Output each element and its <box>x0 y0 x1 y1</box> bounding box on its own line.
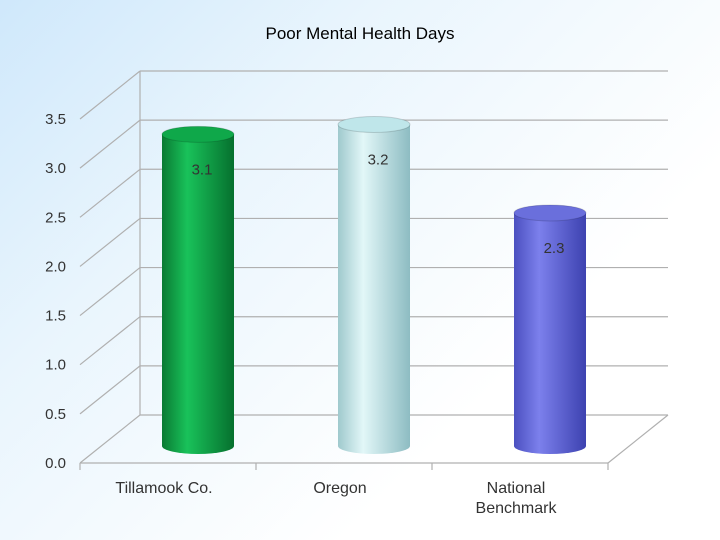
y-tick-label: 3.5 <box>45 111 66 128</box>
gridline-diagonal <box>79 168 141 218</box>
gridline-diagonal <box>79 414 141 464</box>
bars-layer: 3.1 3.2 2.3 <box>161 115 587 455</box>
bar-top <box>161 125 235 143</box>
gridline-diagonal <box>79 70 141 120</box>
bar: 2.3 <box>513 204 587 454</box>
gridline-diagonal <box>79 267 141 317</box>
y-axis: 0.0 0.5 1.0 1.5 2.0 2.5 3.0 3.5 <box>45 111 66 472</box>
category-label: National Benchmark <box>476 480 558 517</box>
y-tick-label: 0.0 <box>45 455 66 472</box>
bar: 3.1 <box>161 125 235 455</box>
data-label: 3.1 <box>192 161 213 178</box>
bar-top <box>513 204 587 222</box>
gridline-diagonal <box>79 316 141 366</box>
bar-body <box>514 212 586 454</box>
y-tick-label: 1.0 <box>45 357 66 374</box>
y-tick-label: 0.5 <box>45 406 66 423</box>
floor-side-edge <box>607 414 669 464</box>
category-label: Oregon <box>313 480 366 497</box>
y-tick-label: 2.0 <box>45 258 66 275</box>
y-tick-label: 3.0 <box>45 160 66 177</box>
x-axis: Tillamook Co. Oregon National Benchmark <box>115 480 557 517</box>
category-label: Tillamook Co. <box>115 480 212 497</box>
data-label: 3.2 <box>368 151 389 168</box>
gridline-diagonal <box>79 217 141 267</box>
bar: 3.2 <box>337 115 411 454</box>
bar-body <box>162 134 234 455</box>
y-tick-label: 2.5 <box>45 209 66 226</box>
gridline-diagonal <box>79 119 141 169</box>
bar-top <box>337 115 411 133</box>
chart-title: Poor Mental Health Days <box>265 24 455 43</box>
y-tick-label: 1.5 <box>45 308 66 325</box>
bar-body <box>338 124 410 454</box>
data-label: 2.3 <box>544 240 565 257</box>
gridline-diagonal <box>79 365 141 415</box>
